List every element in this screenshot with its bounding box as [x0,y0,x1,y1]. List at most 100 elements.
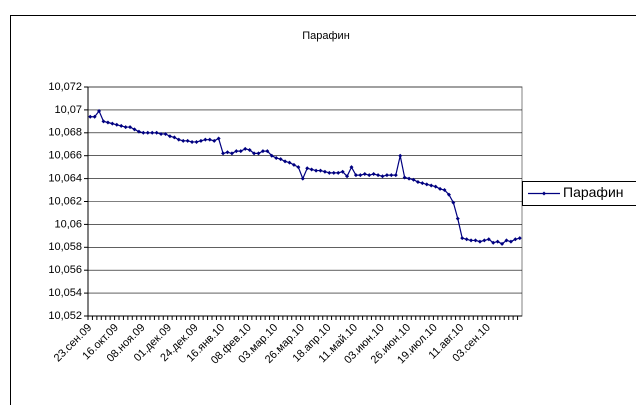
data-point [114,122,119,127]
data-point [269,153,274,158]
data-point [105,120,110,125]
chart-title: Парафин [302,30,350,42]
data-point [491,240,496,245]
data-point [150,130,155,135]
data-point [101,119,106,124]
data-point [318,168,323,173]
data-point [110,121,115,126]
y-tick-label: 10,062 [48,195,82,207]
data-point [420,181,425,186]
data-point [260,149,265,154]
y-tick-label: 10,058 [48,241,82,253]
data-point [291,162,296,167]
data-point [473,238,478,243]
data-point [429,183,434,188]
data-point [145,130,150,135]
data-point [305,166,310,171]
y-tick-label: 10,054 [48,287,82,299]
data-point [216,136,221,141]
data-point [300,176,305,181]
data-point [349,165,354,170]
y-tick-label: 10,07 [54,104,82,116]
data-point [353,173,358,178]
data-point [198,138,203,143]
y-tick-label: 10,064 [48,173,82,185]
data-point [389,173,394,178]
data-point [362,172,367,177]
data-point [278,157,283,162]
data-point [376,173,381,178]
data-point [433,184,438,189]
data-point [407,176,412,181]
data-point [517,236,522,241]
data-point [309,167,314,172]
data-point [159,131,164,136]
legend-label: Парафин [563,184,624,200]
data-point [322,169,327,174]
data-point [194,139,199,144]
data-point [190,139,195,144]
data-point [500,241,505,246]
data-point [247,147,252,152]
data-point [371,172,376,177]
data-point [88,114,93,119]
data-point [393,173,398,178]
y-tick-label: 10,068 [48,127,82,139]
data-point [123,125,128,130]
data-point [252,151,257,156]
data-point [358,173,363,178]
y-tick-label: 10,052 [48,310,82,322]
data-point [243,146,248,151]
data-point [225,150,230,155]
data-point [327,170,332,175]
data-point [495,239,500,244]
data-point [508,239,513,244]
y-tick-label: 10,072 [48,81,82,93]
data-point [402,175,407,180]
data-point [181,138,186,143]
data-point [212,138,217,143]
data-point [451,200,456,205]
y-tick-label: 10,06 [54,218,82,230]
data-point [141,130,146,135]
data-point [172,135,177,140]
data-point [229,151,234,156]
data-point [274,155,279,160]
data-point [287,160,292,165]
data-point [154,130,159,135]
data-point [97,109,102,114]
data-point [469,238,474,243]
data-point [384,173,389,178]
data-point [411,177,416,182]
data-point [442,188,447,193]
data-point [207,137,212,142]
data-point [136,129,141,134]
data-point [265,149,270,154]
data-point [163,131,168,136]
data-point [185,138,190,143]
data-point [92,114,97,119]
data-point [283,159,288,164]
data-point [424,182,429,187]
data-point [460,236,465,241]
data-point [482,238,487,243]
data-point [464,237,469,242]
data-point [504,238,509,243]
y-tick-label: 10,066 [48,150,82,162]
data-point [234,149,239,154]
data-point [296,165,301,170]
data-point [336,170,341,175]
data-point [132,127,137,132]
y-tick-label: 10,056 [48,264,82,276]
data-point [477,239,482,244]
data-point [380,174,385,179]
legend-marker [542,191,546,196]
data-point [256,151,261,156]
data-point [446,192,451,197]
data-point [176,137,181,142]
data-point [314,168,319,173]
data-point [513,237,518,242]
data-point [331,170,336,175]
data-point [438,186,443,191]
